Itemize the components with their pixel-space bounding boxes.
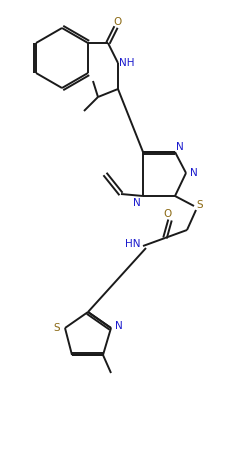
Text: S: S <box>197 200 203 210</box>
Text: O: O <box>114 17 122 27</box>
Text: N: N <box>176 142 184 152</box>
Text: O: O <box>164 209 172 219</box>
Text: NH: NH <box>119 58 135 68</box>
Text: N: N <box>115 321 123 331</box>
Text: N: N <box>133 198 141 208</box>
Text: S: S <box>54 323 60 333</box>
Text: N: N <box>190 168 198 178</box>
Text: HN: HN <box>125 239 141 249</box>
